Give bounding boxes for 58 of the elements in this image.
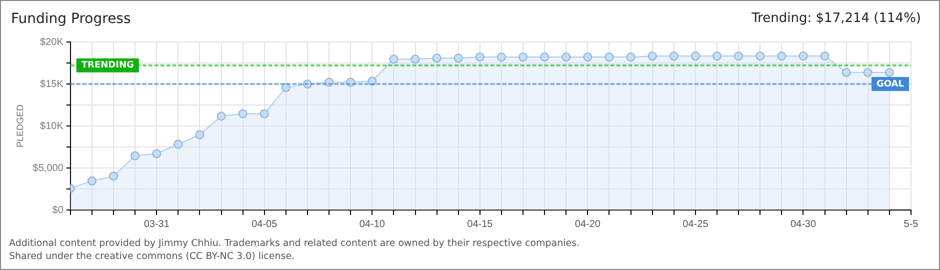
- point: [281, 83, 290, 92]
- y-tick-label: $20K: [40, 36, 64, 48]
- point: [454, 54, 463, 63]
- point: [346, 78, 356, 87]
- point: [734, 52, 744, 61]
- y-axis-title: PLEDGED: [14, 104, 25, 148]
- point: [540, 52, 550, 62]
- point: [820, 52, 830, 61]
- point: [152, 149, 162, 158]
- y-tick-label: $10K: [40, 120, 64, 132]
- point: [518, 52, 528, 62]
- point: [712, 52, 722, 61]
- point: [432, 54, 442, 63]
- point: [777, 52, 786, 61]
- point: [324, 78, 334, 87]
- point: [626, 52, 636, 62]
- point: [842, 68, 851, 77]
- y-tick-label: $0: [52, 204, 64, 216]
- point: [260, 109, 269, 118]
- text: Shared under the creative commons (CC BY-NC 3.0) license.: [9, 251, 295, 262]
- point: [562, 52, 571, 62]
- x-tick-label: 5-5: [904, 218, 919, 230]
- point: [130, 151, 140, 160]
- point: [389, 54, 398, 64]
- x-tick-label: 04-30: [790, 218, 816, 230]
- x-tick-label: 03-31: [144, 218, 170, 230]
- chart-title: Funding Progress: [11, 11, 131, 27]
- x-tick-label: 04-20: [574, 218, 601, 230]
- point: [496, 52, 506, 62]
- point: [108, 172, 118, 181]
- x-tick-label: 04-10: [359, 218, 386, 230]
- y-tick-label: $5,000: [32, 162, 64, 174]
- point: [302, 80, 312, 88]
- point: [195, 130, 204, 140]
- point: [884, 68, 894, 77]
- text: Additional content provided by Jimmy Chhiu. Trademarks and related content are owned by their respective companies.: [9, 238, 580, 249]
- point: [410, 54, 420, 64]
- point: [583, 52, 592, 62]
- point: [216, 112, 226, 121]
- point: [174, 140, 183, 149]
- ref-line-label: GOAL: [876, 79, 904, 90]
- point: [604, 52, 614, 62]
- x-tick-label: 04-05: [252, 218, 278, 230]
- point: [368, 76, 377, 86]
- ref-line-label: TRENDING: [81, 60, 134, 71]
- point: [238, 109, 248, 118]
- chart-subtitle: Trending: $17,214 (114%): [752, 11, 921, 26]
- point: [87, 176, 96, 186]
- point: [798, 52, 808, 61]
- point: [756, 52, 765, 61]
- point: [863, 68, 872, 77]
- point: [648, 52, 657, 61]
- point: [669, 52, 678, 61]
- point: [475, 52, 484, 62]
- point: [690, 52, 700, 61]
- y-tick-label: $15K: [40, 78, 64, 90]
- x-tick-label: 04-25: [682, 218, 709, 230]
- x-tick-label: 04-15: [467, 218, 494, 230]
